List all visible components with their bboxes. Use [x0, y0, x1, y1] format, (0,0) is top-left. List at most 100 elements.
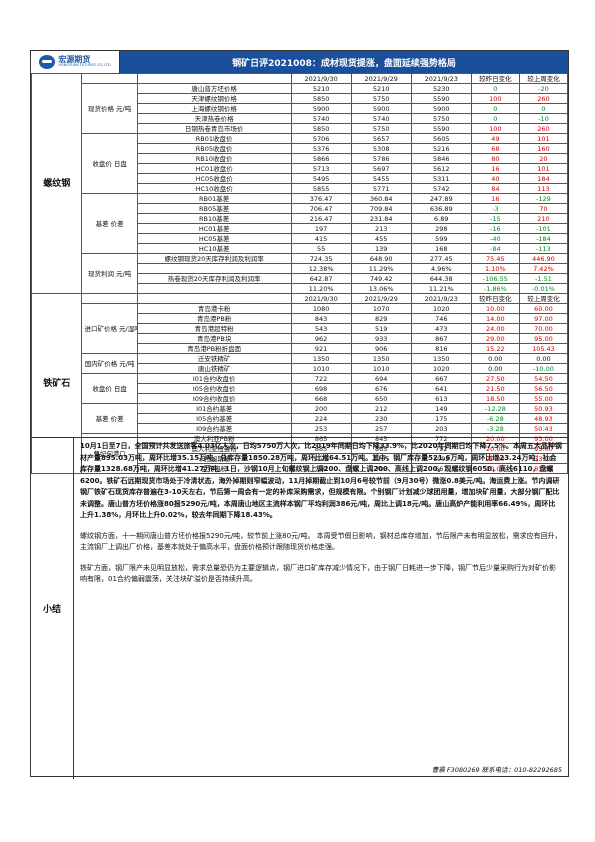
summary-label: 小结: [31, 438, 74, 779]
week-change-cell: -0.01%: [518, 283, 569, 294]
value-cell: 11.29%: [350, 263, 412, 274]
value-cell: 668: [290, 393, 352, 404]
value-cell: 5771: [350, 183, 412, 194]
value-cell: 11.20%: [290, 283, 352, 294]
row-label: 日钢热卷青岛市场价: [136, 123, 292, 134]
value-cell: 1350: [350, 353, 412, 364]
table-row: HC05收盘价 5495 5455 5311 40 184: [32, 173, 569, 184]
row-label: [136, 283, 292, 294]
value-cell: 5605: [410, 133, 472, 144]
value-cell: 829: [350, 313, 412, 324]
company-logo: 宏源期货 HONGYUAN FUTURES CO.,LTD: [31, 51, 120, 73]
value-cell: 650: [350, 393, 412, 404]
row-label: 青岛港PB粉: [136, 313, 292, 324]
table-row: 基差 价差 I01合约基差 200 212 149 -12.28 50.93: [32, 403, 569, 434]
value-cell: 698: [290, 383, 352, 394]
value-cell: 1020: [410, 363, 472, 374]
row-label: HC05收盘价: [136, 173, 292, 184]
value-cell: 599: [410, 233, 472, 244]
day-change-cell: 0: [470, 103, 520, 114]
table-row: 天津热卷价格 5740 5740 5750 0 -10: [32, 113, 569, 124]
row-label: RB10收盘价: [136, 153, 292, 164]
day-change-cell: 100: [470, 93, 520, 104]
value-cell: 613: [410, 393, 472, 404]
row-label: RB01收盘价: [136, 133, 292, 144]
row-label: HC10收盘价: [136, 183, 292, 194]
value-cell: 5706: [290, 133, 352, 144]
value-cell: 962: [290, 333, 352, 344]
row-label: RB10基差: [136, 213, 292, 224]
table-row: I09合约收盘价 668 650 613 18.50 55.00: [32, 393, 569, 404]
summary-paragraph-3: 铁矿方面，钢厂限产未见明显放松，需求总量恐仍为主要逻辑点，钢厂进口矿库存减少情况…: [80, 563, 556, 584]
row-label: HC05基差: [136, 233, 292, 244]
value-cell: 636.89: [410, 203, 472, 214]
table-row: 青岛港PB块 962 933 867 29.00 95.00: [32, 333, 569, 344]
value-cell: 816: [410, 343, 472, 354]
row-label: 天津热卷价格: [136, 113, 292, 124]
value-cell: 55: [290, 243, 352, 254]
row-label: 上海螺纹钢价格: [136, 103, 292, 114]
table-row: 现货价格 元/吨 唐山普方坯价格 5210 5210 5230 0 -20: [32, 83, 569, 134]
value-cell: 5742: [410, 183, 472, 194]
table-row: 现货利润 元/吨 螺纹钢现货20天库存利润及利润率 724.35 648.90 277.…: [32, 253, 569, 294]
value-cell: 641: [410, 383, 472, 394]
week-change-cell: 7.42%: [518, 263, 569, 274]
value-cell: 5750: [350, 123, 412, 134]
day-change-cell: 21.50: [470, 383, 520, 394]
iron-header-row: 铁矿石 2021/9/30 2021/9/29 2021/9/23 较昨日变化 较上周变化: [30, 293, 569, 474]
row-label: 唐山铁精矿: [136, 363, 292, 374]
value-cell: 1020: [410, 303, 472, 314]
value-cell: 5376: [290, 143, 352, 154]
row-label: 热卷现货20天库存利润及利润率: [136, 273, 292, 284]
value-cell: 5308: [350, 143, 412, 154]
value-cell: 197: [290, 223, 352, 234]
value-cell: 724.35: [290, 253, 352, 264]
week-change-cell: 54.50: [518, 373, 569, 384]
week-change-cell: -184: [518, 233, 569, 244]
week-change-cell: 55.00: [518, 393, 569, 404]
summary-section: 小结 10月1日至7日，全国预计共发送旅客4.03亿人次，日均5750万人次，比…: [31, 437, 568, 779]
day-change-cell: 14.00: [470, 313, 520, 324]
day-change-cell: -1.86%: [470, 283, 520, 294]
data-table: 螺纹钢 2021/9/30 2021/9/29 2021/9/23 较昨日变化 较上周变化…: [30, 73, 569, 474]
week-change-cell: 184: [518, 173, 569, 184]
value-cell: 13.06%: [350, 283, 412, 294]
logo-en: HONGYUAN FUTURES CO.,LTD: [58, 63, 111, 68]
row-label: HC01收盘价: [136, 163, 292, 174]
date-header: 2021/9/30: [290, 73, 352, 84]
value-cell: 722: [290, 373, 352, 384]
day-change-cell: 40: [470, 173, 520, 184]
value-cell: 298: [410, 223, 472, 234]
table-row: 澳大利亚纽曼粉 885 865 792 20.00 93.00: [32, 443, 569, 454]
week-change-cell: -20: [518, 83, 569, 94]
row-label: I05合约基差: [136, 413, 292, 424]
week-change-cell: 446.90: [518, 253, 569, 264]
value-cell: 11.21%: [410, 283, 472, 294]
value-cell: 694: [350, 373, 412, 384]
value-cell: 212: [350, 403, 412, 414]
value-cell: 376.47: [290, 193, 352, 204]
value-cell: 644.38: [410, 273, 472, 284]
value-cell: 216.47: [290, 213, 352, 224]
value-cell: 1010: [290, 363, 352, 374]
value-cell: 5590: [410, 123, 472, 134]
week-change-cell: -10: [518, 113, 569, 124]
day-change-cell: 0.00: [470, 363, 520, 374]
row-label: [136, 263, 292, 274]
table-row: 收盘价 日盘 RB01收盘价 5706 5657 5605 49 101: [32, 133, 569, 194]
date-header: 2021/9/30: [290, 293, 352, 304]
value-cell: 200: [290, 403, 352, 414]
value-cell: 360.84: [350, 193, 412, 204]
value-cell: 4.96%: [410, 263, 472, 274]
week-change-cell: -101: [518, 223, 569, 234]
day-change-cell: 0.00: [470, 353, 520, 364]
week-change-cell: -10.00: [518, 363, 569, 374]
value-cell: 473: [410, 323, 472, 334]
table-row: 进口矿价格 元/湿吨 青岛港卡粉 1080 1070 1020 10.00 60.00: [32, 303, 569, 354]
value-cell: 5230: [410, 83, 472, 94]
value-cell: 933: [350, 333, 412, 344]
week-change-cell: 113: [518, 183, 569, 194]
week-change-cell: 260: [518, 123, 569, 134]
value-cell: 5750: [350, 93, 412, 104]
group-label: 进口矿价格 元/湿吨: [81, 303, 138, 354]
